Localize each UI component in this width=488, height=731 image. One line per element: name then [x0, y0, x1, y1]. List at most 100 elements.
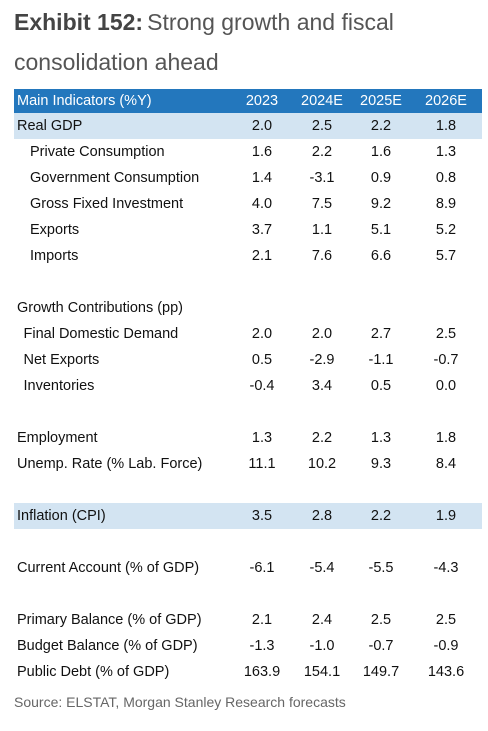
cell-value: 1.8	[435, 430, 457, 446]
cell-value: 2.4	[311, 612, 333, 628]
table-row: Inventories -0.4 3.4 0.5 0.0	[14, 373, 482, 399]
cell-value: -3.1	[309, 170, 335, 186]
cell-value: 10.2	[307, 456, 337, 472]
cell-value: 1.6	[370, 144, 392, 160]
row-label: Budget Balance (% of GDP)	[17, 638, 198, 654]
table-row: Final Domestic Demand 2.0 2.0 2.7 2.5	[14, 321, 482, 347]
row-label: Exports	[30, 222, 80, 238]
cell-value: 2.0	[251, 326, 273, 342]
table-row: Primary Balance (% of GDP) 2.1 2.4 2.5 2.5	[14, 607, 482, 633]
cell-value: -0.7	[433, 352, 459, 368]
row-label: Government Consumption	[30, 170, 200, 186]
cell-value: 2.5	[311, 118, 333, 134]
cell-value: 2.1	[251, 612, 273, 628]
cell-value: 2.5	[435, 612, 457, 628]
table-row: Imports 2.1 7.6 6.6 5.7	[14, 243, 482, 269]
cell-value: 4.0	[251, 196, 273, 212]
table-row: Public Debt (% of GDP) 163.9 154.1 149.7 143…	[14, 659, 482, 685]
cell-value: 2.0	[251, 118, 273, 134]
table-row: Exports 3.7 1.1 5.1 5.2	[14, 217, 482, 243]
table-row: Net Exports 0.5 -2.9 -1.1 -0.7	[14, 347, 482, 373]
cell-value: 3.7	[251, 222, 273, 238]
cell-value: 1.3	[435, 144, 457, 160]
title-text: Strong growth and fiscal consolidation a…	[14, 9, 394, 75]
cell-value: 1.9	[435, 508, 457, 524]
cell-value: 2.8	[311, 508, 333, 524]
cell-value: -5.4	[309, 560, 335, 576]
column-header: 2023	[245, 93, 279, 109]
row-label: Imports	[30, 248, 79, 264]
cell-value: -4.3	[433, 560, 459, 576]
cell-value: 7.5	[311, 196, 333, 212]
cell-value: 2.2	[370, 118, 392, 134]
row-label: Inflation (CPI)	[17, 508, 106, 524]
cell-value: 8.9	[435, 196, 457, 212]
cell-value: 2.5	[435, 326, 457, 342]
table-row: Private Consumption 1.6 2.2 1.6 1.3	[14, 139, 482, 165]
row-label: Real GDP	[17, 118, 83, 134]
source: Source: ELSTAT, Morgan Stanley Research …	[14, 694, 346, 710]
table-row: Government Consumption 1.4 -3.1 0.9 0.8	[14, 165, 482, 191]
table-row: Gross Fixed Investment 4.0 7.5 9.2 8.9	[14, 191, 482, 217]
row-label: Net Exports	[23, 352, 100, 368]
cell-value: 3.5	[251, 508, 273, 524]
cell-value: -5.5	[368, 560, 394, 576]
cell-value: -0.4	[249, 378, 275, 394]
table-row: Current Account (% of GDP) -6.1 -5.4 -5.5 -4…	[14, 555, 482, 581]
header-label: Main Indicators (%Y)	[17, 93, 152, 109]
cell-value: 2.1	[251, 248, 273, 264]
cell-value: -2.9	[309, 352, 335, 368]
row-label: Unemp. Rate (% Lab. Force)	[17, 456, 203, 472]
cell-value: 1.4	[251, 170, 273, 186]
cell-value: 5.7	[435, 248, 457, 264]
cell-value: -0.9	[433, 638, 459, 654]
title: Exhibit 152: Strong growth and fiscal con…	[14, 2, 484, 82]
row-label: Public Debt (% of GDP)	[17, 664, 170, 680]
cell-value: 0.9	[370, 170, 392, 186]
cell-value: 5.2	[435, 222, 457, 238]
row-label: Private Consumption	[30, 144, 165, 160]
column-header: 2024E	[301, 93, 343, 109]
row-label: Growth Contributions (pp)	[17, 300, 184, 316]
cell-value: 2.2	[370, 508, 392, 524]
exhibit-number: Exhibit 152:	[14, 9, 144, 35]
row-label: Inventories	[23, 378, 95, 394]
column-header: 2025E	[360, 93, 402, 109]
table-row: Budget Balance (% of GDP) -1.3 -1.0 -0.7 -0.…	[14, 633, 482, 659]
cell-value: 9.3	[370, 456, 392, 472]
cell-value: -0.7	[368, 638, 394, 654]
cell-value: 163.9	[243, 664, 281, 680]
row-label: Current Account (% of GDP)	[17, 560, 200, 576]
cell-value: 2.7	[370, 326, 392, 342]
cell-value: 5.1	[370, 222, 392, 238]
cell-value: -1.3	[249, 638, 275, 654]
cell-value: -6.1	[249, 560, 275, 576]
cell-value: 2.5	[370, 612, 392, 628]
cell-value: 8.4	[435, 456, 457, 472]
cell-value: 143.6	[427, 664, 465, 680]
cell-value: 2.2	[311, 430, 333, 446]
cell-value: 6.6	[370, 248, 392, 264]
row-label: Final Domestic Demand	[23, 326, 179, 342]
cell-value: 3.4	[311, 378, 333, 394]
table-row: Employment 1.3 2.2 1.3 1.8	[14, 425, 482, 451]
cell-value: 7.6	[311, 248, 333, 264]
cell-value: 0.8	[435, 170, 457, 186]
row-label: Primary Balance (% of GDP)	[17, 612, 202, 628]
cell-value: 1.3	[370, 430, 392, 446]
cell-value: 2.0	[311, 326, 333, 342]
row-label: Gross Fixed Investment	[30, 196, 184, 212]
cell-value: 0.5	[251, 352, 273, 368]
cell-value: -1.1	[368, 352, 394, 368]
cell-value: 0.5	[370, 378, 392, 394]
column-header: 2026E	[425, 93, 467, 109]
header-row: Main Indicators (%Y) 2023 2024E 2025E 2026E	[14, 89, 482, 113]
table-row: Unemp. Rate (% Lab. Force) 11.1 10.2 9.3 8.4	[14, 451, 482, 477]
cell-value: 149.7	[362, 664, 400, 680]
table-row: Real GDP 2.0 2.5 2.2 1.8	[14, 113, 482, 139]
cell-value: 1.1	[311, 222, 333, 238]
cell-value: 1.3	[251, 430, 273, 446]
table-row: Growth Contributions (pp)	[14, 295, 482, 321]
table-row: Inflation (CPI) 3.5 2.8 2.2 1.9	[14, 503, 482, 529]
